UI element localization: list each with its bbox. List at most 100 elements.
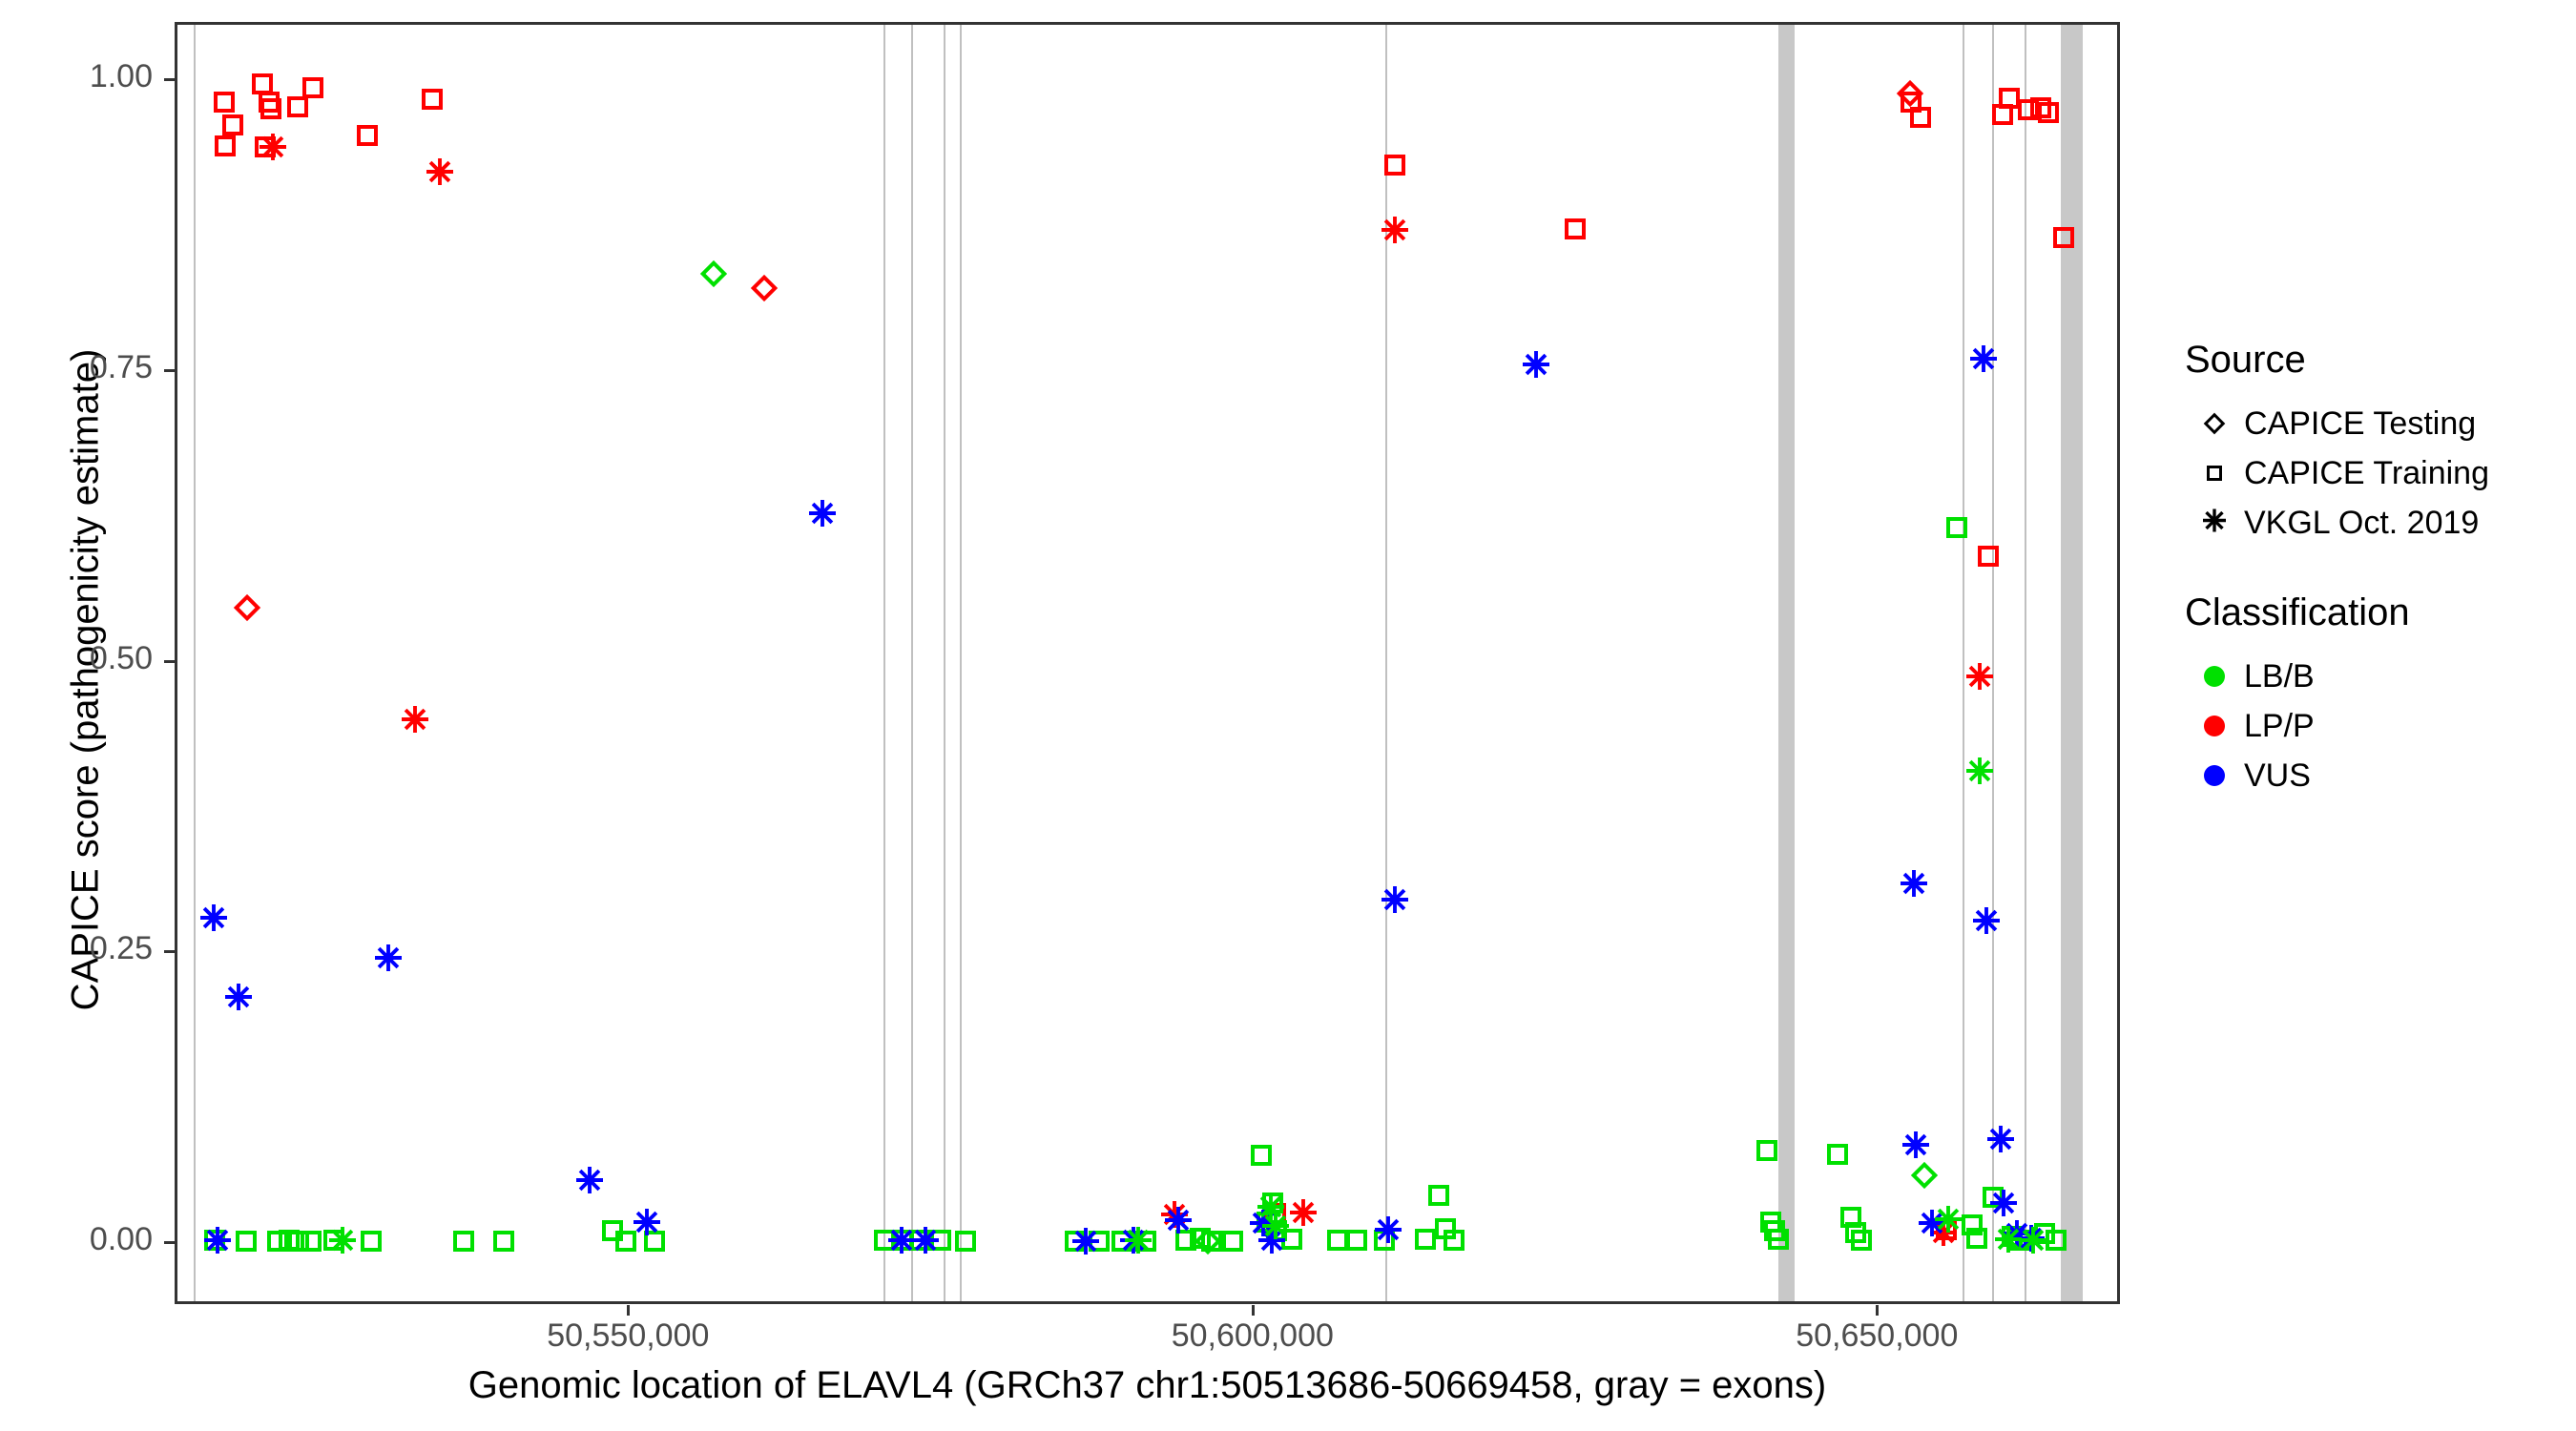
data-point-square [1327, 1230, 1349, 1252]
data-point-square [361, 1231, 383, 1253]
exon-band [2061, 25, 2083, 1301]
data-point-square [955, 1231, 977, 1253]
exon-line [910, 25, 913, 1301]
exon-line [1962, 25, 1964, 1301]
data-point-square [214, 135, 236, 157]
data-point-square [213, 91, 235, 113]
data-point-square [322, 1230, 344, 1252]
data-point-asterisk [401, 705, 429, 734]
data-point-square [1962, 1214, 1984, 1236]
legend-key [2185, 701, 2244, 751]
legend-label: VKGL Oct. 2019 [2244, 504, 2480, 541]
legend-item-source-2[interactable]: VKGL Oct. 2019 [2185, 498, 2566, 548]
legend-spacer [2185, 548, 2566, 591]
data-point-square [301, 77, 323, 99]
data-point-square [1201, 1231, 1222, 1253]
data-point-square [1222, 1231, 1244, 1253]
data-point-asterisk [1071, 1227, 1100, 1255]
legend-dot-icon [2204, 666, 2225, 687]
data-point-square [204, 1230, 226, 1252]
data-point-square [2030, 96, 2052, 118]
legend-square-icon [2207, 466, 2222, 481]
data-point-asterisk [2003, 1219, 2031, 1248]
shape-legend-title: Source [2185, 339, 2306, 381]
data-point-diamond [1896, 80, 1923, 108]
y-tick-label: 1.00 [89, 58, 153, 94]
x-axis-title: Genomic location of ELAVL4 (GRCh37 chr1:… [467, 1364, 1827, 1406]
data-point-asterisk [1929, 1218, 1958, 1247]
data-point-square [1966, 1227, 1988, 1249]
legend-item-classification-2[interactable]: VUS [2185, 751, 2566, 800]
data-point-square [1264, 1203, 1286, 1225]
data-point-asterisk [259, 133, 287, 161]
legend-label: LP/P [2244, 707, 2315, 744]
data-point-square [1845, 1221, 1867, 1243]
data-point-square [1901, 91, 1922, 113]
data-point-square [2034, 1222, 2056, 1244]
data-point-asterisk [1522, 350, 1550, 379]
exon-line [1384, 25, 1387, 1301]
x-tick-mark [1876, 1305, 1880, 1316]
data-point-asterisk [1918, 1209, 1946, 1237]
exon-line [1992, 25, 1995, 1301]
data-point-square [1978, 546, 2000, 568]
data-point-asterisk [1257, 1192, 1285, 1221]
y-tick-label: 0.75 [89, 348, 153, 385]
data-point-square [1373, 1230, 1395, 1252]
data-point-asterisk [426, 157, 454, 186]
data-point-asterisk [2019, 1226, 2047, 1255]
legend-item-classification-1[interactable]: LP/P [2185, 701, 2566, 751]
y-axis-title: CAPICE score (pathogenicity estimate) [64, 348, 107, 1011]
y-tick-mark [164, 659, 175, 663]
exon-band [1778, 25, 1796, 1301]
data-point-square [1065, 1231, 1087, 1253]
data-point-square [2002, 1226, 2024, 1248]
data-point-asterisk [1289, 1198, 1318, 1227]
data-point-asterisk [1249, 1209, 1278, 1237]
x-tick-label: 50,550,000 [547, 1317, 710, 1354]
data-point-asterisk [2017, 1224, 2046, 1253]
data-point-square [452, 1231, 474, 1253]
data-point-square [1443, 1230, 1465, 1252]
data-point-square [1280, 1228, 1302, 1250]
legend-label: LB/B [2244, 657, 2315, 695]
data-point-square [1251, 1145, 1273, 1167]
data-point-square [236, 1231, 258, 1253]
data-point-diamond [699, 259, 727, 288]
data-point-square [1266, 1220, 1288, 1242]
data-point-square [492, 1231, 514, 1253]
data-point-asterisk [1164, 1206, 1193, 1234]
legend-item-classification-0[interactable]: LB/B [2185, 652, 2566, 701]
data-point-square [1840, 1206, 1862, 1228]
legend-label: CAPICE Testing [2244, 404, 2477, 442]
data-point-asterisk [1965, 662, 1994, 691]
data-point-square [1991, 104, 2013, 126]
data-point-asterisk [328, 1226, 357, 1255]
exon-line [194, 25, 197, 1301]
color-legend-title: Classification [2185, 591, 2410, 633]
legend-item-source-0[interactable]: CAPICE Testing [2185, 399, 2566, 448]
legend-label: CAPICE Training [2244, 454, 2489, 491]
data-point-diamond [234, 593, 261, 622]
legend-item-source-1[interactable]: CAPICE Training [2185, 448, 2566, 498]
color-legend-rows: LB/B LP/P VUS [2185, 652, 2566, 800]
data-point-asterisk [1124, 1226, 1153, 1255]
data-point-square [1850, 1230, 1872, 1252]
exon-line [959, 25, 962, 1301]
data-point-asterisk [1972, 906, 2001, 935]
data-point-asterisk [1261, 1212, 1290, 1240]
data-point-asterisk [1374, 1215, 1402, 1244]
data-point-square [1935, 1219, 1957, 1241]
exon-line [2025, 25, 2027, 1301]
exon-line [943, 25, 945, 1301]
data-point-asterisk [1986, 1125, 2015, 1153]
data-point-square [1826, 1143, 1848, 1165]
legend-label: VUS [2244, 757, 2311, 794]
y-tick-label: 0.25 [89, 930, 153, 967]
data-point-asterisk [808, 499, 837, 528]
data-point-square [615, 1231, 637, 1253]
data-point-diamond [751, 274, 779, 301]
data-point-square [1134, 1231, 1156, 1253]
data-point-square [260, 98, 282, 120]
